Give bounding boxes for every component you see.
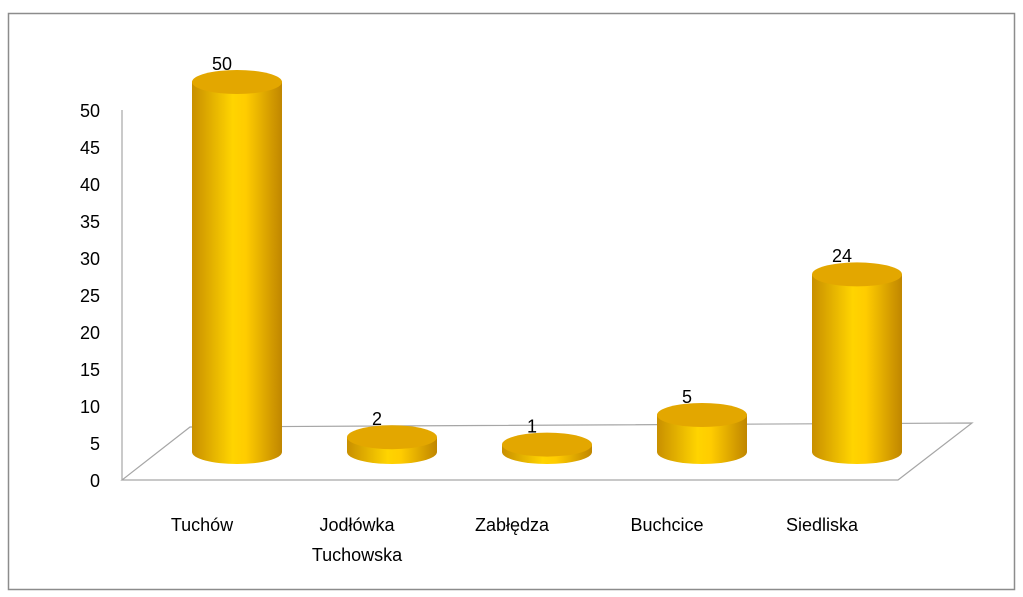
cylinder-top xyxy=(347,425,437,450)
cylinder-top xyxy=(657,403,747,427)
y-tick-label: 5 xyxy=(90,434,100,454)
data-label: 5 xyxy=(682,387,692,407)
cylinder xyxy=(347,425,437,464)
y-tick-label: 10 xyxy=(80,397,100,417)
data-label: 2 xyxy=(372,409,382,429)
x-tick-label: Zabłędza xyxy=(474,515,550,535)
data-label: 1 xyxy=(527,416,537,436)
cylinder xyxy=(502,432,592,464)
cylinder-top xyxy=(192,70,282,94)
cylinder xyxy=(812,262,902,464)
x-tick-label: Siedliska xyxy=(785,515,859,535)
data-label: 24 xyxy=(832,246,852,266)
y-tick-label: 40 xyxy=(80,175,100,195)
cylinder-top xyxy=(812,262,902,287)
x-tick-label: Buchcice xyxy=(630,515,704,535)
y-tick-label: 20 xyxy=(80,323,100,343)
x-tick-label: Jodłówka Tuchowska xyxy=(311,515,403,565)
x-tick-label: Tuchów xyxy=(170,515,234,535)
y-tick-label: 45 xyxy=(80,138,100,158)
data-label: 50 xyxy=(212,54,232,74)
cylinder-top xyxy=(502,432,592,457)
floor xyxy=(120,422,974,481)
y-tick-label: 25 xyxy=(80,286,100,306)
y-tick-label: 30 xyxy=(80,249,100,269)
cylinder-body xyxy=(812,274,902,464)
y-tick-label: 35 xyxy=(80,212,100,232)
y-tick-label: 50 xyxy=(80,101,100,121)
chart-border xyxy=(7,12,1016,591)
cylinder xyxy=(657,403,747,464)
cylinder xyxy=(192,70,282,464)
cylinder-body xyxy=(192,82,282,464)
y-tick-label: 15 xyxy=(80,360,100,380)
y-tick-label: 0 xyxy=(90,471,100,491)
cylinder-body xyxy=(657,415,747,464)
